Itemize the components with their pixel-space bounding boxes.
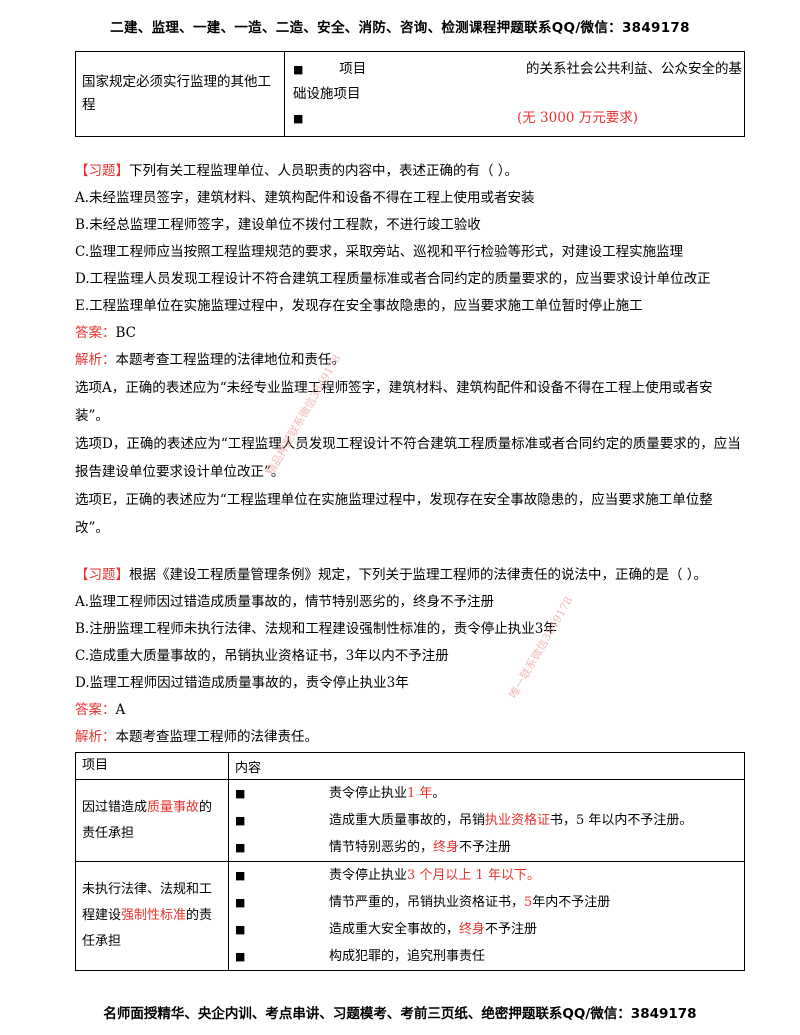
table-label: 国家规定必须实行监理的其他工程 xyxy=(82,74,271,113)
table-line: 础设施项目 xyxy=(293,86,361,102)
list-item: ■ 情节严重的，吊销执业资格证书，5年内不予注册 xyxy=(235,889,738,916)
bullet-icon: ■ xyxy=(235,950,246,963)
header-item: 项目 xyxy=(75,752,229,780)
question-tag: 【习题】 xyxy=(75,567,129,583)
list-item: ■ 造成重大质量事故的，吊销执业资格证书，5 年以内不予注册。 xyxy=(235,807,738,834)
table-line: ■ (无 3000 万元要求) xyxy=(293,106,736,131)
analysis-text: 本题考查工程监理的法律地位和责任。 xyxy=(115,352,346,368)
bullet-icon: ■ xyxy=(293,112,304,125)
note-d: 选项D，正确的表述应为“工程监理人员发现工程设计不符合建筑工程质量标准或者合同约… xyxy=(75,436,741,480)
question-2: 【习题】根据《建设工程质量管理条例》规定，下列关于监理工程师的法律责任的说法中，… xyxy=(75,562,745,751)
option-a: A.未经监理员签字，建筑材料、建筑构配件和设备不得在工程上使用或者安装 xyxy=(75,190,535,206)
answer-label: 答案： xyxy=(75,702,116,718)
option-a: A.监理工程师因过错造成质量事故的，情节特别恶劣的，终身不予注册 xyxy=(75,594,495,610)
row-content: ■ 责令停止执业1 年。 ■ 造成重大质量事故的，吊销执业资格证书，5 年以内不予注… xyxy=(228,779,745,862)
page-header: 二建、监理、一建、一造、二造、安全、消防、咨询、检测课程押题联系QQ/微信：38… xyxy=(110,20,690,36)
liability-table: 项目 内容 因过错造成质量事故的责任承担 ■ 责令停止执业1 年。 ■ 造成重大质量… xyxy=(75,752,745,971)
page-footer: 名师面授精华、央企内训、考点串讲、习题模考、考前三页纸、绝密押题联系QQ/微信：… xyxy=(103,1006,697,1022)
bullet-icon: ■ xyxy=(235,787,246,800)
option-d: D.监理工程师因过错造成质量事故的，责令停止执业3年 xyxy=(75,675,409,691)
option-c: C.监理工程师应当按照工程监理规范的要求，采取旁站、巡视和平行检验等形式，对建设… xyxy=(75,244,684,260)
option-b: B.注册监理工程师未执行法律、法规和工程建设强制性标准的，责令停止执业3年 xyxy=(75,621,557,637)
answer-value: BC xyxy=(115,325,137,341)
bullet-icon: ■ xyxy=(235,841,246,854)
option-d: D.工程监理人员发现工程设计不符合建筑工程质量标准或者合同约定的质量要求的，应当… xyxy=(75,271,711,287)
note-e: 选项E，正确的表述应为“工程监理单位在实施监理过程中，发现存在安全事故隐患的，应… xyxy=(75,492,713,536)
bullet-icon: ■ xyxy=(235,869,246,882)
list-item: ■ 责令停止执业1 年。 xyxy=(235,780,738,807)
answer-label: 答案： xyxy=(75,325,116,341)
analysis-label: 解析： xyxy=(75,352,116,368)
table-row: 未执行法律、法规和工程建设强制性标准的责任承担 ■ 责令停止执业3 个月以上 1 … xyxy=(75,861,745,971)
row-label: 因过错造成质量事故的责任承担 xyxy=(75,779,229,862)
supervision-scope-table: 国家规定必须实行监理的其他工程 ■ 项目 的关系社会公共利益、公众安全的基 础设… xyxy=(75,51,745,137)
list-item: ■ 构成犯罪的，追究刑事责任 xyxy=(235,943,738,970)
row-content: ■ 责令停止执业3 个月以上 1 年以下。 ■ 情节严重的，吊销执业资格证书，5年内… xyxy=(228,861,745,971)
analysis-label: 解析： xyxy=(75,729,116,745)
question-stem: 根据《建设工程质量管理条例》规定，下列关于监理工程师的法律责任的说法中，正确的是… xyxy=(129,567,708,583)
list-item: ■ 情节特别恶劣的，终身不予注册 xyxy=(235,834,738,861)
option-c: C.造成重大质量事故的，吊销执业资格证书，3年以内不予注册 xyxy=(75,648,449,664)
table-content-cell: ■ 项目 的关系社会公共利益、公众安全的基 础设施项目 ■ (无 3000 万元… xyxy=(284,51,745,137)
option-e: E.工程监理单位在实施监理过程中，发现存在安全事故隐患的，应当要求施工单位暂时停… xyxy=(75,298,643,314)
note-a: 选项A，正确的表述应为“未经专业监理工程师签字，建筑材料、建筑构配件和设备不得在… xyxy=(75,380,713,424)
table-header-row: 项目 内容 xyxy=(75,752,745,780)
question-1: 【习题】下列有关工程监理单位、人员职责的内容中，表述正确的有（ ）。 A.未经监… xyxy=(75,158,745,542)
table-row: 因过错造成质量事故的责任承担 ■ 责令停止执业1 年。 ■ 造成重大质量事故的，吊销… xyxy=(75,779,745,862)
answer-value: A xyxy=(115,702,126,718)
list-item: ■ 造成重大安全事故的，终身不予注册 xyxy=(235,916,738,943)
analysis-text: 本题考查监理工程师的法律责任。 xyxy=(115,729,319,745)
bullet-icon: ■ xyxy=(235,896,246,909)
bullet-icon: ■ xyxy=(235,923,246,936)
list-item: ■ 责令停止执业3 个月以上 1 年以下。 xyxy=(235,862,738,889)
bullet-icon: ■ xyxy=(235,814,246,827)
header-content: 内容 xyxy=(228,752,745,780)
table-label-cell: 国家规定必须实行监理的其他工程 xyxy=(75,51,285,137)
question-stem: 下列有关工程监理单位、人员职责的内容中，表述正确的有（ ）。 xyxy=(129,163,519,179)
option-b: B.未经总监理工程师签字，建设单位不拨付工程款，不进行竣工验收 xyxy=(75,217,481,233)
table-line: ■ 项目 的关系社会公共利益、公众安全的基 xyxy=(293,57,742,82)
question-tag: 【习题】 xyxy=(75,163,129,179)
bullet-icon: ■ xyxy=(293,63,304,76)
row-label: 未执行法律、法规和工程建设强制性标准的责任承担 xyxy=(75,861,229,971)
